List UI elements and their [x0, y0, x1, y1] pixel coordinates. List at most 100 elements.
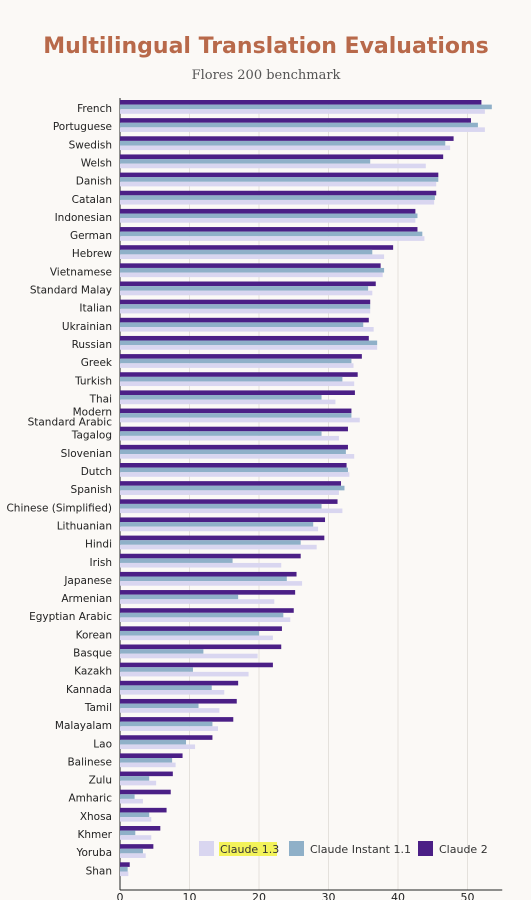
bar	[120, 653, 258, 659]
category-label: Chinese (Simplified)	[6, 502, 112, 514]
category-label: Basque	[73, 648, 112, 660]
bar	[120, 345, 378, 350]
bar	[120, 327, 374, 332]
bar	[120, 540, 301, 545]
bar	[120, 281, 376, 287]
category-label: Balinese	[67, 756, 112, 768]
bar	[120, 717, 234, 722]
category-label: French	[77, 103, 112, 115]
bar	[120, 154, 444, 160]
bar	[120, 463, 347, 468]
category-label: Danish	[76, 176, 112, 188]
category-label: Lithuanian	[57, 520, 112, 532]
bar	[120, 317, 369, 323]
bar	[120, 413, 352, 418]
chart-subtitle: Flores 200 benchmark	[192, 68, 341, 83]
bar	[120, 417, 360, 423]
bar	[120, 472, 350, 477]
bar	[120, 526, 319, 532]
bar	[120, 590, 296, 595]
bar	[120, 562, 282, 568]
bar	[120, 812, 150, 818]
x-tick-label: 20	[252, 891, 266, 900]
bars	[120, 100, 492, 877]
bar	[120, 100, 482, 105]
bar	[120, 844, 154, 849]
category-label: Spanish	[71, 484, 112, 496]
bar	[120, 871, 129, 877]
bar	[120, 630, 259, 636]
bar	[120, 267, 385, 273]
x-tick-label: 40	[391, 891, 405, 900]
x-tick-label: 30	[322, 891, 336, 900]
bar	[120, 308, 371, 314]
bar	[120, 617, 291, 622]
category-label: Kannada	[66, 684, 112, 696]
bar	[120, 118, 471, 123]
category-label: Modern	[73, 407, 112, 419]
chart-title: Multilingual Translation Evaluations	[43, 34, 488, 59]
bar	[120, 649, 204, 654]
bar	[120, 390, 355, 395]
bar	[120, 535, 325, 541]
bar	[120, 807, 167, 813]
bar	[120, 399, 336, 405]
bar	[120, 680, 239, 686]
bar	[120, 449, 346, 455]
bar	[120, 322, 364, 327]
bar	[120, 181, 437, 187]
category-label: Russian	[72, 339, 112, 351]
legend-swatch	[199, 841, 214, 856]
category-label: Egyptian Arabic	[29, 611, 112, 623]
bar	[120, 685, 212, 690]
bar	[120, 376, 343, 382]
legend-label: Claude 2	[439, 843, 488, 856]
bar	[120, 426, 348, 432]
bar	[120, 753, 183, 758]
bar	[120, 290, 373, 296]
category-label: Kazakh	[74, 666, 112, 678]
category-label: Irish	[90, 557, 112, 569]
category-label: Portuguese	[53, 121, 112, 133]
legend-swatch	[418, 841, 433, 856]
category-label: Standard Arabic	[28, 417, 113, 429]
bar	[120, 735, 213, 740]
bar	[120, 444, 348, 450]
x-tick-label: 10	[183, 891, 197, 900]
bar	[120, 571, 297, 577]
legend-label: Claude Instant 1.1	[310, 843, 411, 856]
bar	[120, 245, 394, 250]
bar	[120, 594, 239, 600]
category-label: Shan	[86, 865, 112, 877]
bar	[120, 744, 196, 750]
bar	[120, 172, 439, 178]
bar	[120, 776, 150, 781]
bar	[120, 335, 369, 341]
category-label: Welsh	[81, 157, 112, 169]
bar	[120, 522, 314, 527]
bar	[120, 213, 418, 219]
category-label: Dutch	[81, 466, 112, 478]
category-label: Japanese	[63, 575, 112, 587]
category-label: Zulu	[89, 775, 112, 787]
bar	[120, 490, 339, 495]
legend-label: Claude 1.3	[220, 843, 279, 856]
category-label: Turkish	[74, 375, 112, 387]
bar	[120, 231, 423, 237]
bar	[120, 454, 355, 459]
bar	[120, 431, 322, 436]
category-label: Korean	[76, 629, 112, 641]
bar	[120, 136, 454, 141]
category-label: Hindi	[85, 539, 112, 551]
bar	[120, 708, 220, 713]
bar	[120, 690, 225, 695]
category-label: Thai	[89, 393, 112, 405]
bar	[120, 553, 301, 559]
bar	[120, 435, 339, 441]
category-label: Yoruba	[75, 847, 112, 859]
bar	[120, 626, 282, 631]
bar	[120, 104, 492, 110]
bar	[120, 771, 173, 777]
bar	[120, 848, 143, 854]
